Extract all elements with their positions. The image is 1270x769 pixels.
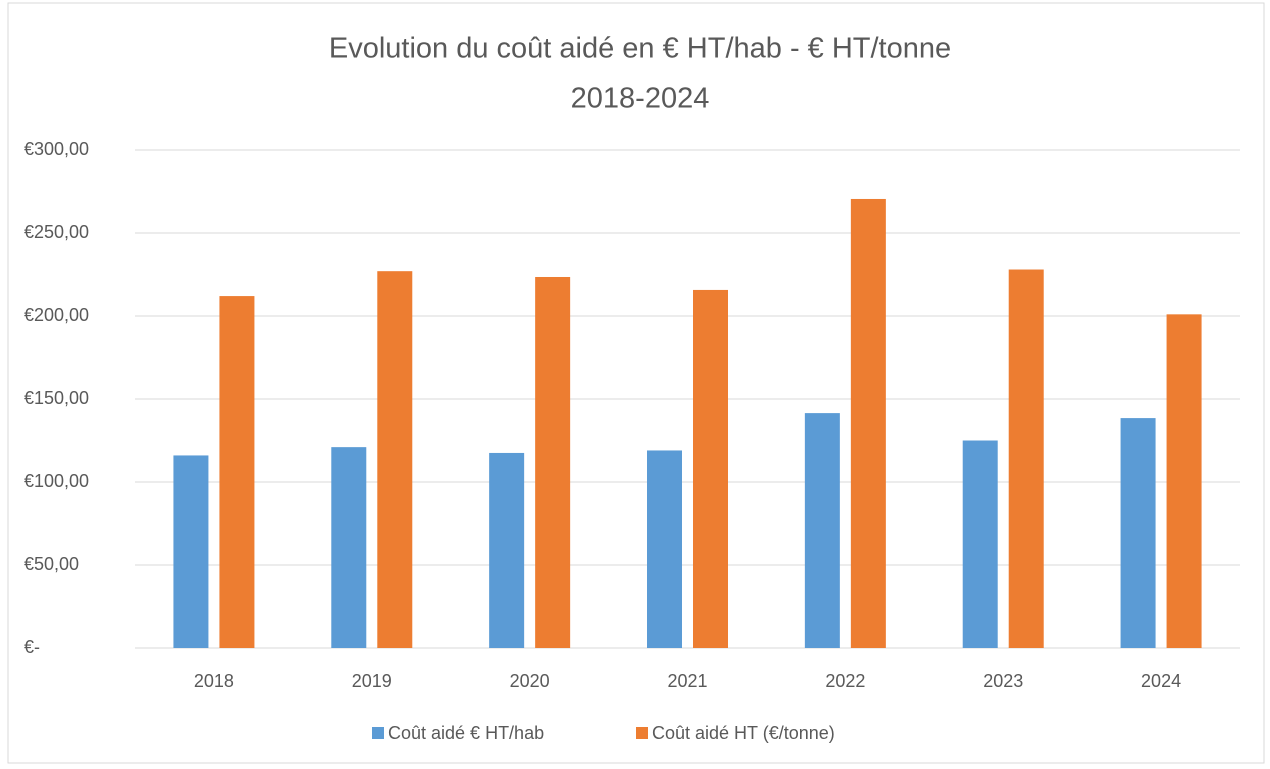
bar (377, 271, 413, 648)
bar (331, 447, 367, 648)
y-tick-label: €50,00 (24, 554, 79, 574)
chart-subtitle: 2018-2024 (571, 83, 710, 115)
legend-swatch (636, 727, 648, 739)
x-tick-label: 2022 (825, 671, 865, 691)
chart-title: Evolution du coût aidé en € HT/hab - € H… (329, 33, 951, 65)
bar (804, 413, 840, 648)
legend-label: Coût aidé HT (€/tonne) (652, 723, 835, 743)
legend-label: Coût aidé € HT/hab (388, 723, 544, 743)
bar (173, 455, 209, 648)
bar (489, 452, 525, 648)
y-tick-label: €300,00 (24, 139, 89, 159)
bar (1166, 314, 1202, 648)
y-tick-label: €150,00 (24, 388, 89, 408)
y-tick-label: €- (24, 637, 40, 657)
bar (850, 198, 886, 648)
x-tick-label: 2021 (667, 671, 707, 691)
legend-swatch (372, 727, 384, 739)
x-tick-label: 2023 (983, 671, 1023, 691)
y-tick-label: €250,00 (24, 222, 89, 242)
chart-border (7, 2, 1265, 764)
bar (219, 296, 255, 648)
x-tick-label: 2018 (194, 671, 234, 691)
x-tick-label: 2020 (510, 671, 550, 691)
bar (962, 440, 998, 648)
y-tick-label: €100,00 (24, 471, 89, 491)
bar (535, 276, 571, 648)
bar (693, 289, 728, 648)
bar (647, 450, 682, 648)
bar (1008, 269, 1044, 648)
x-tick-label: 2019 (352, 671, 392, 691)
bar (1120, 418, 1156, 648)
y-tick-label: €200,00 (24, 305, 89, 325)
x-tick-label: 2024 (1141, 671, 1181, 691)
